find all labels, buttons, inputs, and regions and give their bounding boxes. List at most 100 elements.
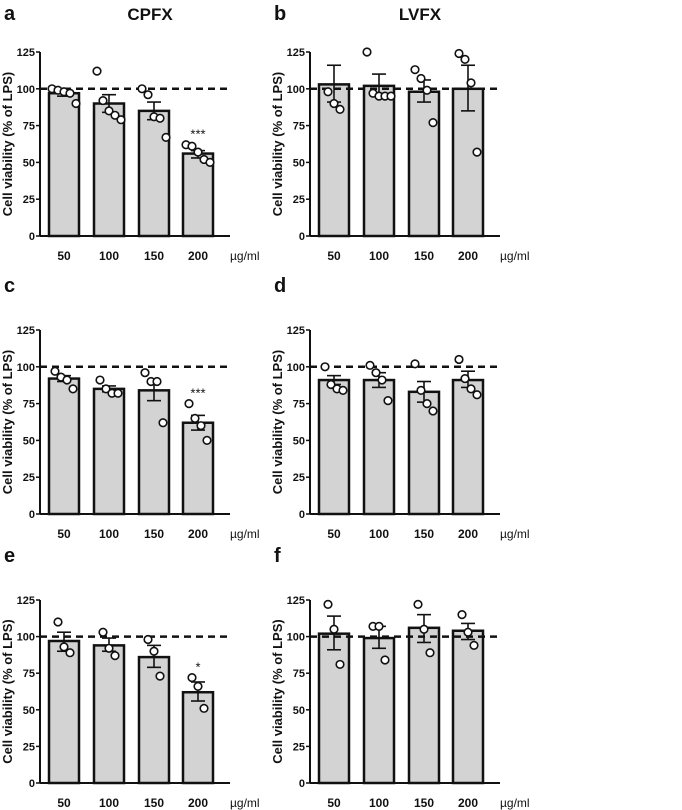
- x-tick-label: 200: [458, 527, 478, 541]
- x-tick-label: 150: [414, 796, 434, 810]
- data-point: [140, 368, 150, 378]
- bar: [47, 377, 81, 516]
- y-tick-label: 125: [287, 595, 305, 607]
- data-point: [454, 354, 464, 365]
- data-point: [68, 384, 78, 394]
- significance-marker: ***: [190, 386, 205, 401]
- x-tick-label: 50: [57, 796, 71, 810]
- data-point: [425, 648, 435, 658]
- y-tick-label: 125: [287, 47, 305, 59]
- data-point: [365, 360, 375, 370]
- x-unit-label: µg/ml: [230, 796, 260, 810]
- y-tick-label: 25: [23, 194, 35, 206]
- y-tick-label: 125: [17, 325, 35, 337]
- y-tick-label: 50: [293, 435, 305, 447]
- x-tick-label: 100: [369, 796, 389, 810]
- data-point: [193, 681, 203, 691]
- y-tick-label: 0: [29, 778, 35, 790]
- panel-letter: e: [4, 545, 15, 567]
- x-unit-label: µg/ml: [500, 527, 530, 541]
- data-point: [187, 141, 197, 151]
- bar: [181, 690, 215, 785]
- y-tick-label: 75: [23, 399, 35, 411]
- y-tick-label: 25: [23, 472, 35, 484]
- panel-letter: c: [4, 275, 15, 297]
- y-tick-label: 25: [293, 472, 305, 484]
- data-point: [199, 703, 209, 713]
- x-tick-label: 100: [369, 527, 389, 541]
- x-tick-label: 150: [144, 527, 164, 541]
- y-tick-label: 25: [293, 741, 305, 753]
- y-tick-label: 50: [23, 157, 35, 169]
- bar: [451, 378, 485, 516]
- bar: [92, 644, 126, 785]
- data-point: [161, 132, 171, 142]
- y-tick-label: 25: [293, 194, 305, 206]
- data-point: [149, 646, 159, 656]
- data-point: [454, 48, 464, 59]
- data-point: [380, 655, 390, 665]
- data-point: [59, 642, 69, 652]
- x-tick-label: 50: [327, 249, 341, 263]
- bar: [47, 639, 81, 785]
- x-tick-label: 150: [414, 249, 434, 263]
- panel-letter: a: [4, 3, 16, 25]
- data-point: [62, 375, 72, 385]
- x-tick-label: 200: [458, 796, 478, 810]
- data-point: [193, 147, 203, 157]
- data-point: [110, 110, 120, 120]
- bar: [317, 632, 351, 785]
- y-tick-label: 100: [17, 362, 35, 374]
- x-tick-label: 150: [414, 527, 434, 541]
- data-point: [469, 640, 479, 650]
- data-point: [335, 659, 345, 670]
- y-tick-label: 50: [293, 705, 305, 717]
- y-tick-label: 75: [293, 399, 305, 411]
- data-point: [416, 73, 426, 84]
- x-tick-label: 50: [57, 249, 71, 263]
- data-point: [196, 421, 206, 431]
- data-point: [413, 599, 423, 609]
- x-unit-label: µg/ml: [230, 527, 260, 541]
- data-point: [152, 376, 162, 387]
- data-point: [383, 396, 393, 406]
- data-point: [98, 95, 108, 106]
- data-point: [65, 88, 75, 98]
- data-point: [428, 406, 438, 416]
- x-tick-label: 100: [369, 249, 389, 263]
- y-tick-label: 75: [293, 121, 305, 133]
- y-axis-label: Cell viability (% of LPS): [0, 350, 15, 494]
- data-point: [323, 599, 333, 609]
- y-axis-label: Cell viability (% of LPS): [270, 72, 285, 216]
- data-point: [374, 621, 384, 631]
- data-point: [113, 388, 123, 398]
- y-tick-label: 75: [23, 668, 35, 680]
- data-point: [155, 113, 165, 123]
- data-point: [338, 385, 348, 395]
- data-point: [323, 87, 333, 97]
- y-axis-label: Cell viability (% of LPS): [0, 619, 15, 763]
- data-point: [202, 435, 212, 446]
- y-axis-label: Cell viability (% of LPS): [0, 72, 15, 216]
- data-point: [335, 104, 345, 115]
- y-tick-label: 100: [287, 84, 305, 96]
- data-point: [419, 624, 429, 634]
- x-tick-label: 200: [188, 796, 208, 810]
- panel-a: a Cell viability (% of LPS) *** 0 25 50 75 100 1…: [0, 3, 260, 263]
- y-axis-label: Cell viability (% of LPS): [270, 350, 285, 494]
- significance-marker: *: [195, 660, 200, 675]
- x-tick-label: 100: [99, 796, 119, 810]
- x-tick-label: 100: [99, 527, 119, 541]
- data-point: [95, 375, 105, 385]
- data-point: [460, 54, 470, 64]
- data-point: [65, 648, 75, 658]
- panel-c: c Cell viability (% of LPS) *** 0 25 50 75 100 1…: [0, 275, 260, 541]
- data-point: [92, 66, 102, 76]
- bar: [137, 389, 171, 516]
- panel-letter: d: [274, 275, 286, 297]
- x-tick-label: 150: [144, 249, 164, 263]
- data-point: [137, 84, 147, 94]
- data-point: [466, 384, 476, 394]
- y-tick-label: 125: [17, 595, 35, 607]
- panel-letter: f: [274, 545, 281, 567]
